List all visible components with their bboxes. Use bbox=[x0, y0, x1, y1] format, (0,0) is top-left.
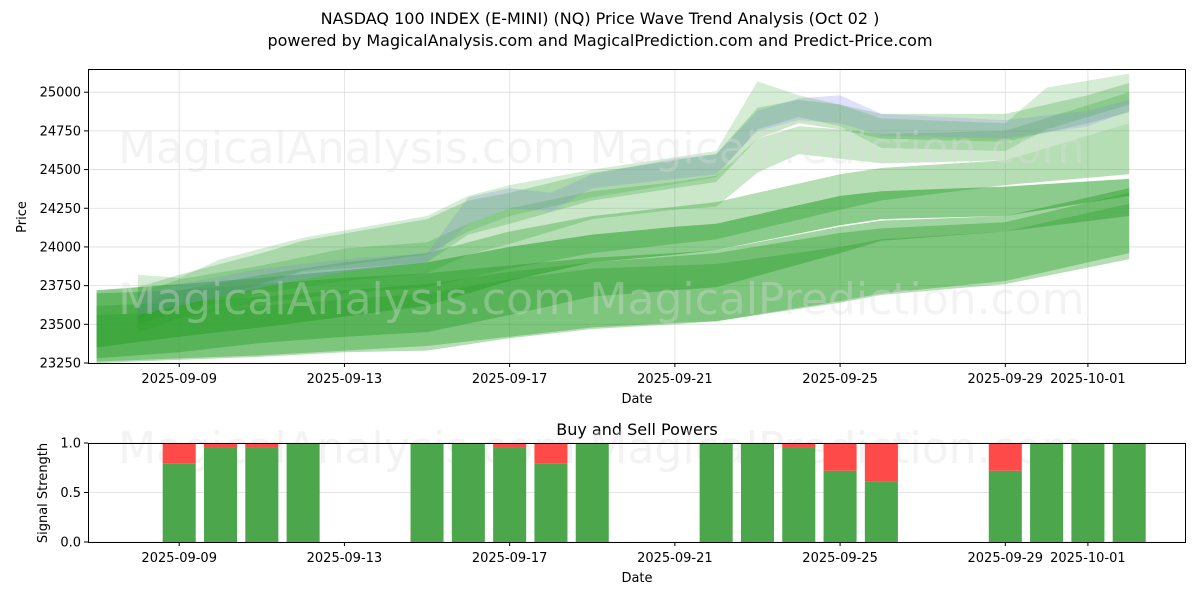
x-tick-label: 2025-09-29 bbox=[968, 551, 1044, 566]
wave-band-6 bbox=[137, 92, 1130, 325]
chart-title: NASDAQ 100 INDEX (E-MINI) (NQ) Price Wav… bbox=[320, 9, 880, 28]
watermark-text: MagicalPrediction.com bbox=[590, 123, 1085, 174]
sell-bar bbox=[864, 443, 898, 482]
buy-bar bbox=[534, 463, 568, 542]
x-tick-label: 2025-09-21 bbox=[637, 551, 713, 566]
x-tick-label: 2025-09-21 bbox=[637, 372, 713, 387]
sell-bar bbox=[245, 443, 279, 448]
buy-bar bbox=[864, 481, 898, 542]
wave-band-4 bbox=[96, 203, 1130, 363]
sell-bar bbox=[203, 443, 238, 448]
price-axes-frame bbox=[88, 69, 1186, 364]
price-x-axis-label: Date bbox=[621, 392, 652, 407]
x-tick-label: 2025-09-09 bbox=[141, 372, 217, 387]
sell-bar bbox=[988, 443, 1022, 471]
price-y-axis-label: Price bbox=[15, 201, 30, 233]
x-tick-label: 2025-09-29 bbox=[968, 372, 1044, 387]
signal-y-axis-label: Signal Strength bbox=[36, 443, 51, 543]
watermark-text: MagicalPrediction.com bbox=[590, 274, 1085, 325]
wave-band-5 bbox=[137, 123, 1130, 333]
sell-bar bbox=[493, 443, 527, 448]
x-tick-label: 2025-09-09 bbox=[141, 551, 217, 566]
watermark-text: MagicalAnalysis.com bbox=[118, 274, 576, 325]
sell-bar bbox=[823, 443, 857, 471]
buy-bar bbox=[493, 447, 527, 542]
y-tick-label: 24750 bbox=[40, 124, 81, 139]
sell-bar bbox=[162, 443, 196, 464]
x-tick-label: 2025-09-17 bbox=[472, 551, 548, 566]
wave-band-1 bbox=[96, 178, 1130, 348]
x-tick-label: 2025-10-01 bbox=[1050, 372, 1126, 387]
sell-bar bbox=[782, 443, 816, 448]
watermark-text: MagicalAnalysis.com bbox=[118, 123, 576, 174]
x-tick-label: 2025-09-13 bbox=[307, 372, 383, 387]
signal-y-ticks: 0.0 0.5 1.0 bbox=[60, 437, 88, 551]
y-tick-label: 24500 bbox=[40, 163, 81, 178]
wave-band-7 bbox=[137, 82, 1130, 319]
signal-x-axis-label: Date bbox=[621, 571, 652, 586]
y-tick-label: 0.5 bbox=[60, 486, 81, 501]
buy-bar bbox=[1030, 443, 1064, 542]
wave-band-9 bbox=[137, 73, 1130, 322]
buy-bar bbox=[699, 443, 733, 542]
x-tick-label: 2025-09-13 bbox=[307, 551, 383, 566]
y-tick-label: 1.0 bbox=[60, 437, 81, 452]
buy-bar bbox=[988, 470, 1022, 542]
wave-band-2 bbox=[96, 188, 1130, 359]
x-tick-label: 2025-10-01 bbox=[1050, 551, 1126, 566]
buy-bar bbox=[1071, 443, 1105, 542]
y-tick-label: 23500 bbox=[40, 318, 81, 333]
price-x-ticks: 2025-09-09 2025-09-13 2025-09-17 2025-09-21… bbox=[141, 363, 1126, 387]
buy-bar bbox=[782, 447, 816, 542]
buy-bar bbox=[286, 443, 320, 542]
buy-bar bbox=[245, 447, 279, 542]
sell-bar bbox=[534, 443, 568, 464]
buy-bar bbox=[203, 447, 238, 542]
y-tick-label: 23750 bbox=[40, 279, 81, 294]
signal-bars bbox=[162, 443, 1146, 542]
signal-chart-title: Buy and Sell Powers bbox=[556, 420, 718, 439]
buy-bar bbox=[823, 470, 857, 542]
x-tick-label: 2025-09-25 bbox=[802, 372, 878, 387]
y-tick-label: 0.0 bbox=[60, 536, 81, 551]
buy-bar bbox=[162, 463, 196, 542]
y-tick-label: 23250 bbox=[40, 357, 81, 372]
y-tick-label: 24250 bbox=[40, 202, 81, 217]
wave-band-8 bbox=[137, 95, 1130, 315]
y-tick-label: 24000 bbox=[40, 240, 81, 255]
x-tick-label: 2025-09-17 bbox=[472, 372, 548, 387]
buy-bar bbox=[451, 443, 485, 542]
buy-bar bbox=[740, 443, 774, 542]
signal-axes-frame bbox=[88, 443, 1186, 543]
price-wave-bands bbox=[96, 73, 1130, 363]
price-watermarks: MagicalAnalysis.com MagicalPrediction.co… bbox=[118, 123, 1084, 325]
signal-x-ticks: 2025-09-09 2025-09-13 2025-09-17 2025-09-21… bbox=[141, 542, 1126, 566]
chart-subtitle: powered by MagicalAnalysis.com and Magic… bbox=[267, 31, 933, 50]
buy-bar bbox=[410, 443, 444, 542]
price-y-ticks: 23250 23500 23750 24000 24250 24500 24750 25000 bbox=[40, 86, 88, 372]
wave-band-3 bbox=[96, 192, 1130, 362]
x-tick-label: 2025-09-25 bbox=[802, 551, 878, 566]
buy-bar bbox=[575, 443, 609, 542]
y-tick-label: 25000 bbox=[40, 86, 81, 101]
buy-bar bbox=[1112, 443, 1146, 542]
